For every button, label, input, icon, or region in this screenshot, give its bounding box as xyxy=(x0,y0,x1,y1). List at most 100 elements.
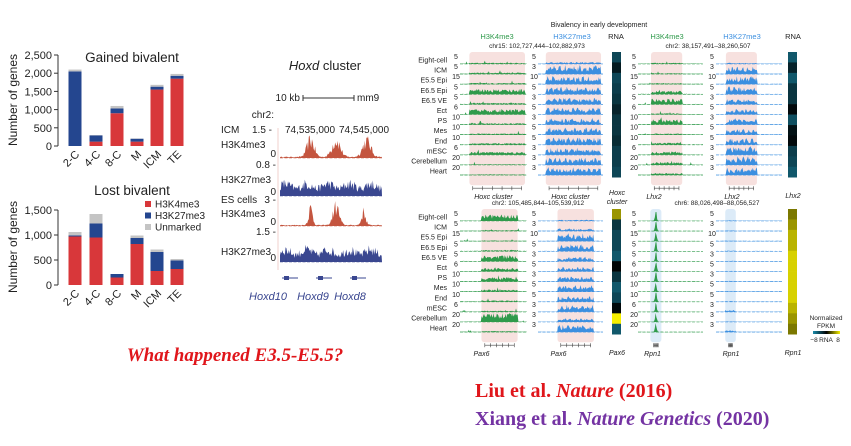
k4-signal-track xyxy=(460,89,527,95)
k27-scale-label: 3 xyxy=(710,145,714,152)
k27-scale-label: 3 xyxy=(710,165,714,172)
sample-label: ICM xyxy=(434,68,447,75)
k27-signal-track xyxy=(716,146,782,155)
x-tick-label: 8-C xyxy=(103,149,124,170)
column-header: H3K4me3 xyxy=(650,32,683,41)
k27-scale-label: 5 xyxy=(710,54,714,61)
rna-heatmap-cell xyxy=(788,250,797,262)
rna-gene-label: Lhx2 xyxy=(785,193,800,200)
column-header: H3K4me3 xyxy=(480,32,513,41)
k27-signal-track xyxy=(538,76,603,85)
k4-scale-label: 5 xyxy=(632,64,636,71)
rna-heatmap-cell xyxy=(788,219,797,231)
sample-label: mESC xyxy=(427,305,447,312)
rna-heatmap-cell xyxy=(612,125,621,136)
k4-scale-label: 10 xyxy=(630,125,638,132)
citation-authors: Xiang et al. xyxy=(475,408,572,430)
column-header: H3K27me3 xyxy=(723,32,761,41)
rna-heatmap-cell xyxy=(788,229,797,241)
rna-heatmap-cell xyxy=(612,72,621,84)
rna-gene-label: Hoxc xyxy=(609,190,625,197)
y-tick-label: 1,500 xyxy=(24,205,52,217)
k4-scale-label: 10 xyxy=(452,292,460,299)
question-text: What happened E3.5-E5.5? xyxy=(127,345,343,366)
k4-signal-track xyxy=(638,212,703,221)
k4-scale-label: 15 xyxy=(630,74,638,81)
bar-2-C-H3K27me3 xyxy=(68,71,82,146)
track-min-label: 0 xyxy=(270,149,276,160)
citation-year: (2020) xyxy=(716,408,769,430)
k4-signal-track xyxy=(638,262,703,272)
track-min-label: 0 xyxy=(270,253,276,264)
k4-scale-label: 5 xyxy=(632,94,636,101)
locus-coordinates: chr2: 105,485,844–105,539,912 xyxy=(492,200,585,207)
k27-scale-label: 5 xyxy=(532,125,536,132)
k27-scale-label: 5 xyxy=(532,241,536,248)
column-header: RNA xyxy=(785,32,801,41)
k27-signal-track xyxy=(716,301,782,302)
sample-label: Cerebellum xyxy=(411,316,447,323)
bar-ICM-H3K27me3 xyxy=(150,252,164,271)
k27-scale-label: 5 xyxy=(710,105,714,112)
k4-signal-track xyxy=(460,80,527,85)
k27-scale-label: 3 xyxy=(710,155,714,162)
y-tick-label: 0 xyxy=(46,280,52,292)
y-tick-label: 500 xyxy=(34,123,52,135)
k27-scale-label: 3 xyxy=(532,221,536,228)
k27-signal-track xyxy=(538,137,603,145)
y-tick-label: 500 xyxy=(34,255,52,267)
figure-title: Bivalency in early development xyxy=(551,22,648,29)
bar-chart-lost: Lost bivalent Number of genes 0 500 1,000 1,5… xyxy=(6,183,205,310)
rna-heatmap-cell xyxy=(612,135,621,147)
k4-signal-track xyxy=(460,214,527,221)
citation-liu: Liu et al. Nature (2016) xyxy=(475,380,672,402)
k27-scale-label: 10 xyxy=(708,74,716,81)
bar-M-H3K4me3 xyxy=(130,244,144,285)
k4-signal-track xyxy=(638,242,703,252)
rna-heatmap-cell xyxy=(788,62,797,74)
k27-signal-track xyxy=(716,86,782,95)
gene-label: Rpn1 xyxy=(723,351,740,358)
k4-scale-label: 15 xyxy=(452,74,460,81)
rna-heatmap-cell xyxy=(788,114,797,126)
hoxd-title-rest: cluster xyxy=(323,58,362,73)
rna-heatmap-cell xyxy=(788,282,797,293)
k27-signal-track xyxy=(716,129,782,135)
k27-scale-label: 3 xyxy=(532,145,536,152)
k4-signal-track xyxy=(638,133,703,135)
k4-scale-label: 5 xyxy=(632,241,636,248)
k4-scale-label: 5 xyxy=(632,251,636,258)
rna-heatmap-cell xyxy=(788,271,797,283)
k27-signal-track xyxy=(538,107,603,115)
sample-label: ICM xyxy=(434,225,447,232)
bar-ICM-Unmarked xyxy=(150,84,164,87)
rna-heatmap-cell xyxy=(612,271,621,283)
k4-scale-label: 20 xyxy=(630,155,638,162)
k4-signal-track xyxy=(460,109,527,115)
bar-8-C-H3K4me3 xyxy=(110,113,124,146)
legend-colorbar xyxy=(813,331,840,334)
bar-M-H3K27me3 xyxy=(130,238,144,244)
bar-TE-H3K4me3 xyxy=(170,78,184,146)
k27-signal-track xyxy=(538,219,603,221)
gene-label: Hoxd10 xyxy=(249,291,288,303)
k27-signal-track xyxy=(716,230,782,232)
y-tick-label: 2,500 xyxy=(24,50,52,62)
bar-ICM-H3K27me3 xyxy=(150,86,164,90)
locus-coordinates: chr6: 88,026,498–88,056,527 xyxy=(675,200,760,207)
k4-scale-label: 10 xyxy=(630,115,638,122)
k4-signal-track xyxy=(460,267,527,272)
track-min-label: 0 xyxy=(270,217,276,228)
k4-signal-track xyxy=(460,70,527,75)
sample-label: Eight-cell xyxy=(418,215,447,222)
k27-scale-label: 5 xyxy=(532,262,536,269)
k4-scale-label: 5 xyxy=(454,251,458,258)
citation-journal: Nature xyxy=(555,380,614,402)
k4-scale-label: 10 xyxy=(630,272,638,279)
k4-scale-label: 6 xyxy=(632,145,636,152)
k27-scale-label: 10 xyxy=(530,231,538,238)
k27-signal-track xyxy=(538,244,603,252)
k27-signal-track xyxy=(716,250,782,252)
sample-label: Mes xyxy=(434,285,448,292)
k27-signal-track xyxy=(716,108,782,115)
